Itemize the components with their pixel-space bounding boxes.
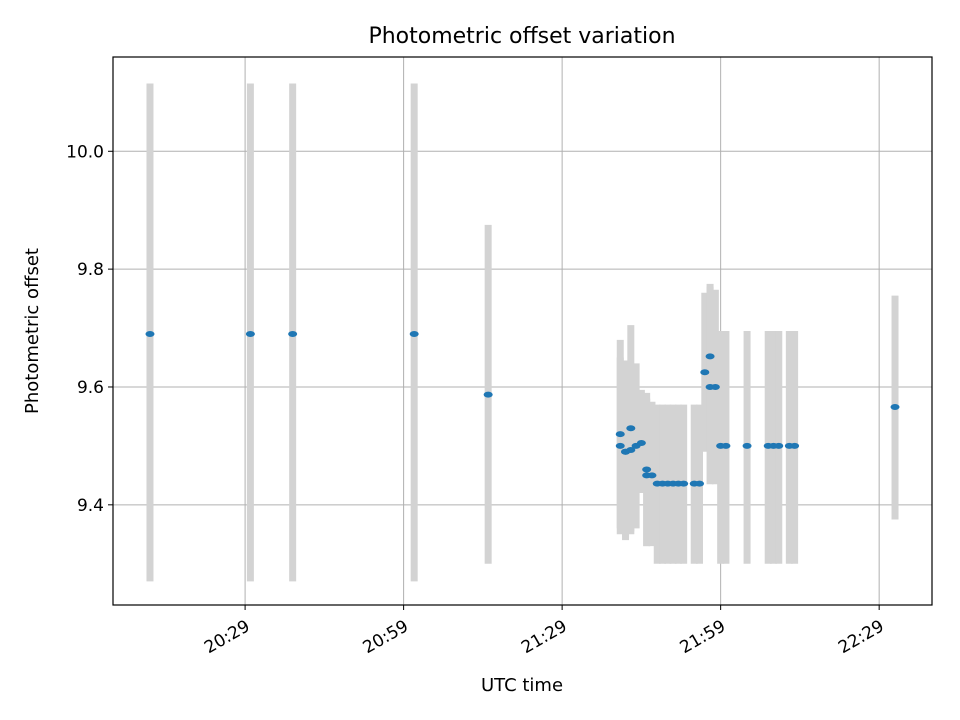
data-point [288, 330, 298, 337]
data-point [721, 442, 731, 449]
plot-frame [112, 56, 933, 606]
data-point [774, 442, 784, 449]
data-point [790, 442, 800, 449]
data-point [742, 442, 752, 449]
x-tick-label: 21:59 [677, 616, 729, 658]
data-point [245, 330, 255, 337]
data-point [615, 442, 625, 449]
y-tick-label: 9.6 [77, 378, 104, 398]
x-axis-label: UTC time [481, 675, 563, 696]
data-point [626, 447, 636, 454]
grid-lines [113, 57, 932, 605]
data-point [642, 466, 652, 473]
data-point [647, 472, 657, 479]
chart-title: Photometric offset variation [368, 24, 675, 49]
data-point [700, 369, 710, 376]
data-point [145, 330, 155, 337]
data-points [145, 330, 900, 487]
data-point [615, 431, 625, 438]
x-tick-label: 22:29 [835, 616, 887, 658]
x-axis-ticks: 20:29 20:59 21:29 21:59 22:29 [201, 605, 888, 658]
x-tick-label: 20:59 [360, 616, 412, 658]
x-tick-label: 21:29 [518, 616, 570, 658]
data-point [679, 480, 689, 487]
data-point [626, 425, 636, 432]
y-axis-ticks: 9.4 9.6 9.8 10.0 [66, 142, 113, 516]
data-point [409, 330, 419, 337]
error-bars [146, 83, 899, 582]
data-point [636, 439, 646, 446]
data-point [890, 404, 900, 411]
data-point [695, 480, 705, 487]
y-tick-label: 9.8 [77, 260, 104, 280]
data-point [483, 391, 493, 398]
data-point [705, 353, 715, 360]
y-axis-label: Photometric offset [22, 248, 43, 414]
data-point [710, 383, 720, 390]
y-tick-label: 10.0 [66, 142, 104, 162]
x-tick-label: 20:29 [201, 616, 253, 658]
y-tick-label: 9.4 [77, 496, 104, 516]
